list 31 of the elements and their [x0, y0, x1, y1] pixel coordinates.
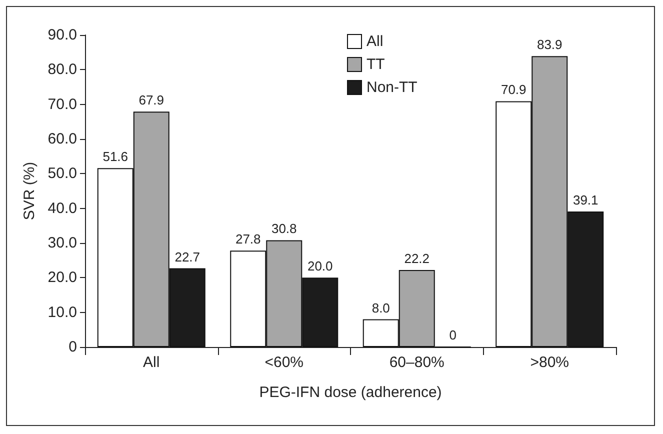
y-tick-label: 40.0 [48, 200, 77, 217]
y-tick-label: 70.0 [48, 96, 77, 113]
data-label: 83.9 [536, 37, 562, 52]
data-label: 30.8 [271, 221, 297, 236]
y-tick-label: 50.0 [48, 165, 77, 182]
x-tick-label: >80% [530, 354, 570, 371]
data-label: 8.0 [372, 300, 390, 316]
x-tick-label: <60% [264, 354, 304, 371]
legend-label: All [366, 33, 384, 50]
y-axis-title: SVR (%) [20, 162, 38, 220]
data-label: 0 [449, 328, 456, 342]
y-tick-label: 20.0 [48, 269, 77, 286]
legend-label: TT [366, 56, 385, 73]
data-label: 67.9 [138, 92, 164, 108]
data-label: 70.9 [500, 82, 526, 98]
y-tick-label: 80.0 [48, 61, 77, 78]
y-tick-label: 10.0 [48, 304, 77, 321]
data-label: 51.6 [102, 149, 128, 164]
y-tick-label: 30.0 [48, 234, 77, 252]
data-label: 22.7 [174, 249, 200, 264]
x-tick-label: All [143, 354, 160, 371]
y-tick-label: 0 [68, 338, 77, 356]
data-label: 22.2 [404, 251, 430, 266]
x-tick-label: 60–80% [389, 354, 444, 371]
data-label: 20.0 [307, 258, 333, 274]
x-axis-title: PEG-IFN dose (adherence) [259, 384, 442, 401]
data-label: 39.1 [572, 192, 598, 208]
y-tick-label: 90.0 [48, 26, 77, 44]
data-label: 27.8 [235, 232, 261, 247]
legend-label: Non-TT [366, 79, 418, 96]
y-tick-label: 60.0 [48, 130, 77, 148]
